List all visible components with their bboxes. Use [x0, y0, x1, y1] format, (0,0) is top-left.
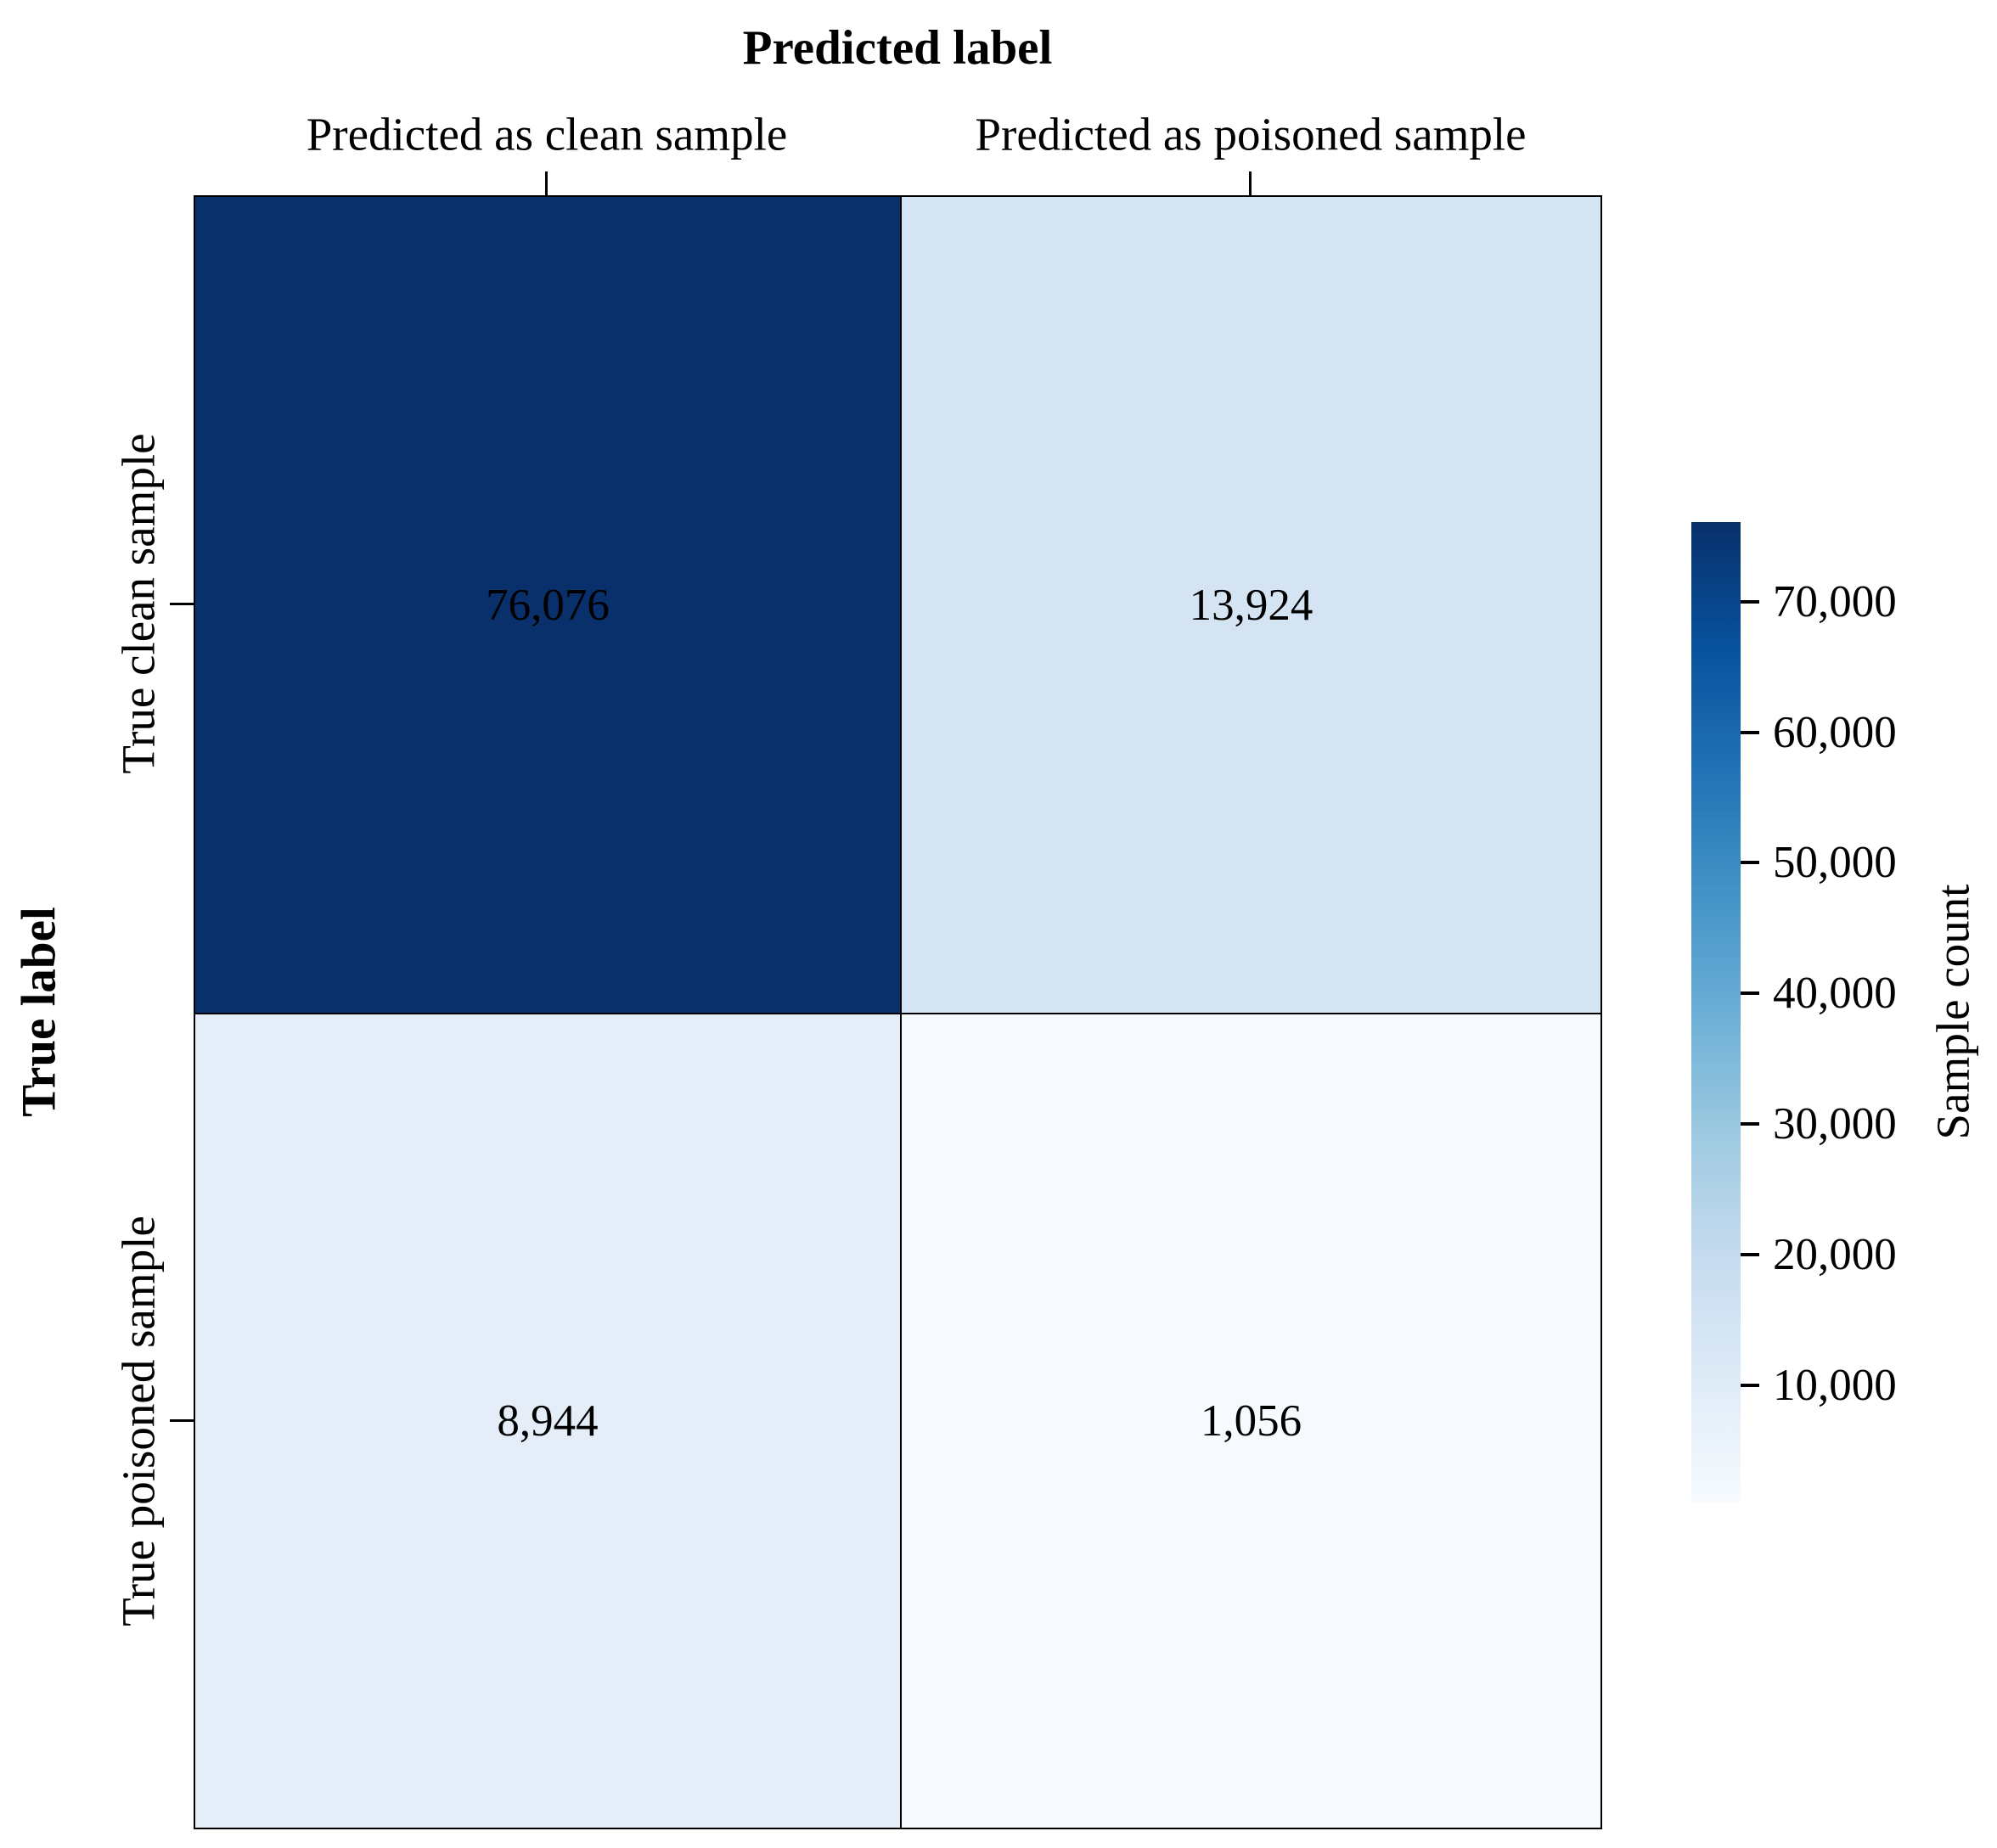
- cell-value-true-poisoned-pred-clean: 8,944: [497, 1396, 599, 1446]
- cell-true-clean-pred-clean: 76,076: [195, 197, 902, 1014]
- column-label-predicted-clean: Predicted as clean sample: [306, 108, 788, 160]
- colorbar-tick-mark: [1741, 730, 1759, 734]
- colorbar-tick-mark: [1741, 991, 1759, 996]
- y-tick-clean: [170, 603, 194, 605]
- y-axis-title: True label: [12, 907, 66, 1117]
- x-tick-poisoned: [1249, 171, 1252, 195]
- colorbar-gradient: [1691, 522, 1741, 1503]
- cell-true-clean-pred-poisoned: 13,924: [902, 197, 1600, 1014]
- cell-true-poisoned-pred-clean: 8,944: [195, 1014, 902, 1828]
- colorbar-tick-mark: [1741, 861, 1759, 865]
- x-tick-clean: [545, 171, 548, 195]
- cell-value-true-clean-pred-clean: 76,076: [486, 580, 610, 630]
- colorbar-title: Sample count: [1927, 884, 1979, 1140]
- colorbar: 70,000 60,000 50,000 40,000 30,000 20,000 10,0…: [1691, 522, 1897, 1503]
- cell-value-true-poisoned-pred-poisoned: 1,056: [1200, 1396, 1302, 1446]
- cell-value-true-clean-pred-poisoned: 13,924: [1189, 580, 1314, 630]
- row-label-true-poisoned: True poisoned sample: [112, 1216, 165, 1626]
- row-label-true-clean: True clean sample: [112, 433, 165, 774]
- colorbar-tick-mark: [1741, 1122, 1759, 1126]
- colorbar-tick-mark: [1741, 1384, 1759, 1388]
- x-axis-title: Predicted label: [742, 21, 1053, 75]
- colorbar-tick-label: 10,000: [1773, 1361, 1897, 1411]
- cell-true-poisoned-pred-poisoned: 1,056: [902, 1014, 1600, 1828]
- colorbar-ticks: 70,000 60,000 50,000 40,000 30,000 20,000 10,0…: [1691, 522, 1897, 1503]
- colorbar-tick-label: 20,000: [1773, 1230, 1897, 1280]
- colorbar-tick-mark: [1741, 599, 1759, 604]
- heatmap-grid: 76,076 13,924 8,944 1,056: [194, 195, 1602, 1829]
- colorbar-tick-label: 50,000: [1773, 838, 1897, 888]
- colorbar-tick-mark: [1741, 1253, 1759, 1257]
- colorbar-tick-label: 60,000: [1773, 707, 1897, 757]
- y-tick-poisoned: [170, 1419, 194, 1422]
- colorbar-tick-label: 30,000: [1773, 1099, 1897, 1149]
- column-label-predicted-poisoned: Predicted as poisoned sample: [975, 108, 1527, 160]
- colorbar-tick-label: 40,000: [1773, 969, 1897, 1019]
- colorbar-tick-label: 70,000: [1773, 576, 1897, 626]
